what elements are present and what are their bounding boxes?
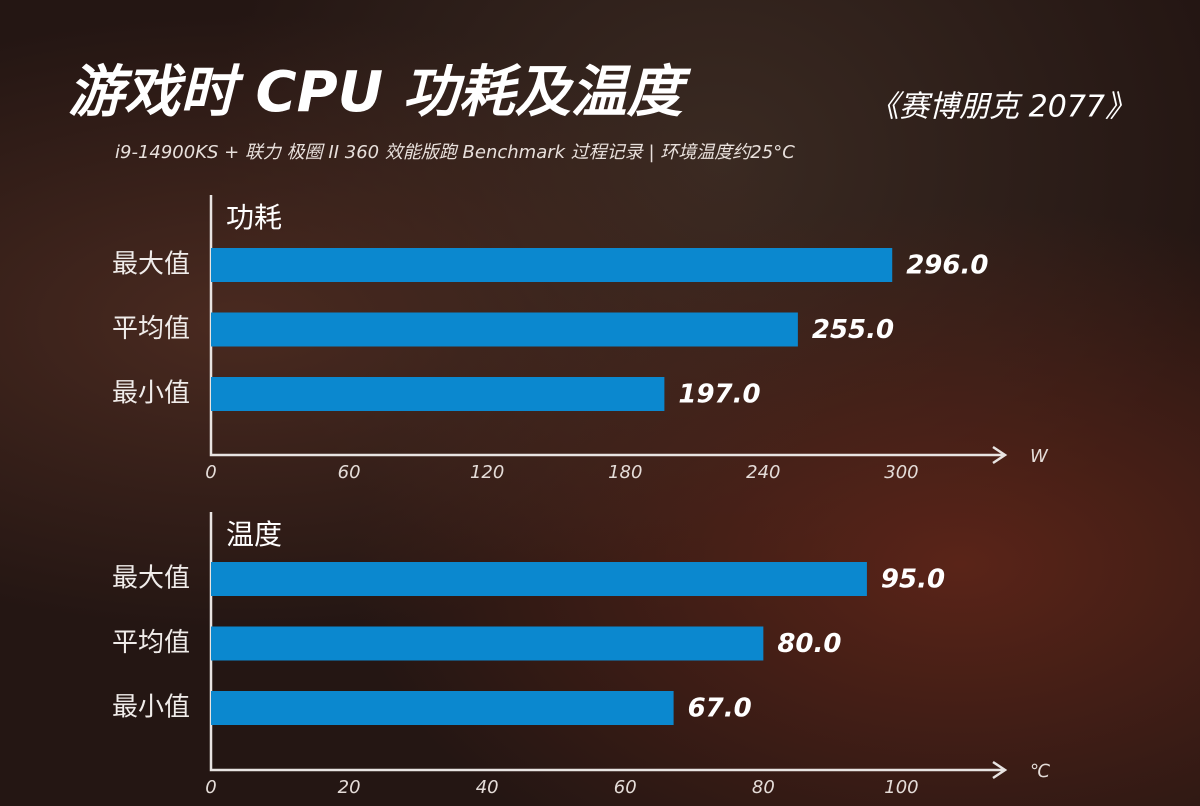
value-label: 95.0 (881, 565, 945, 595)
x-tick-label: 0 (205, 777, 216, 798)
x-tick-label: 40 (476, 777, 499, 798)
bar (211, 377, 665, 411)
category-label: 最小值 (112, 693, 190, 723)
x-tick-label: 60 (614, 777, 637, 798)
category-label: 最大值 (112, 250, 190, 280)
x-tick-label: 240 (746, 462, 780, 483)
subtitle: i9-14900KS + 联力 极圈 II 360 效能版跑 Benchmark… (115, 142, 795, 163)
category-label: 最小值 (112, 379, 190, 409)
axis-line (209, 512, 1008, 780)
x-tick-label: 60 (338, 462, 361, 483)
bar (211, 248, 893, 282)
axis-unit: ℃ (1030, 761, 1050, 782)
bar (211, 626, 764, 661)
bar (211, 562, 867, 596)
value-label: 67.0 (688, 694, 752, 724)
x-tick-label: 0 (205, 462, 216, 483)
category-label: 最大值 (112, 564, 190, 594)
x-tick-label: 180 (608, 462, 642, 483)
value-label: 80.0 (777, 629, 841, 659)
x-tick-label: 300 (884, 462, 918, 483)
x-tick-label: 80 (752, 777, 775, 798)
game-name: 《赛博朋克 2077》 (869, 90, 1135, 125)
x-tick-label: 20 (338, 777, 361, 798)
bar (211, 691, 674, 725)
category-label: 平均值 (112, 628, 190, 658)
x-tick-label: 100 (884, 777, 918, 798)
category-label: 平均值 (112, 314, 190, 344)
value-label: 255.0 (812, 315, 894, 345)
value-label: 197.0 (678, 380, 760, 410)
chart-title: 功耗 (226, 201, 282, 234)
chart-title: 温度 (226, 518, 282, 551)
axis-unit: W (1030, 446, 1049, 467)
page-title: 游戏时 CPU 功耗及温度 (68, 60, 692, 125)
x-tick-label: 120 (470, 462, 504, 483)
value-label: 296.0 (906, 251, 988, 281)
bar (211, 312, 798, 347)
